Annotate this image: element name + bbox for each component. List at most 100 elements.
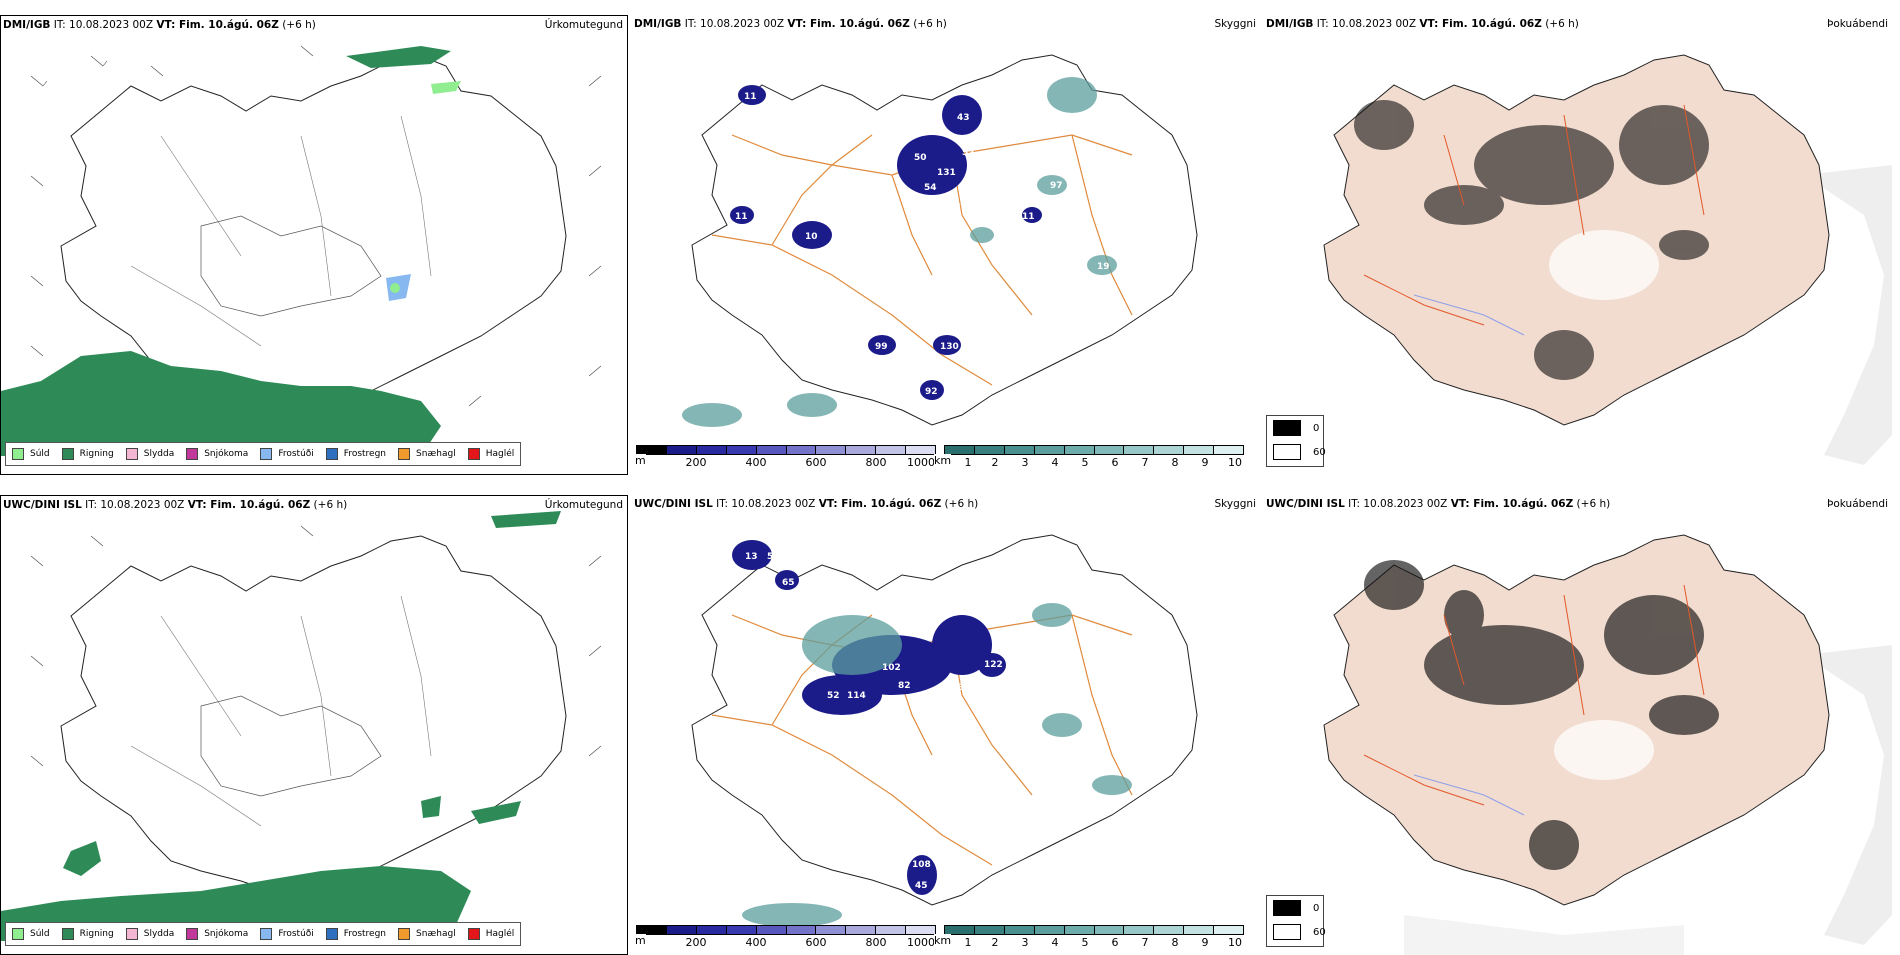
legend-swatch	[325, 448, 338, 460]
panel-title: UWC/DINI ISL IT: 10.08.2023 00Z VT: Fim.…	[634, 498, 979, 510]
ceiling-map: 11 11 10 43 127 54 50 52 11 131 131 97 1…	[682, 54, 1198, 427]
legend-swatch	[61, 448, 74, 460]
precip-map	[1, 511, 602, 941]
ceiling-label: 54	[924, 183, 937, 193]
iceland-coastline	[60, 535, 567, 907]
precip-legend: Súld Rigning Slydda Snjókoma Frostúði Fr…	[5, 442, 522, 466]
legend-swatch	[125, 448, 138, 460]
panel-title: DMI/IGB IT: 10.08.2023 00Z VT: Fim. 10.á…	[3, 19, 316, 31]
rain-area-south	[1, 351, 441, 461]
unit-label: m	[635, 934, 646, 947]
ceiling-label: 50	[914, 153, 927, 163]
ceiling-label: 10	[805, 232, 818, 242]
low-visibility-areas	[682, 77, 1117, 427]
ceiling-label: 45	[915, 881, 928, 891]
unit-label: m	[635, 454, 646, 467]
ceiling-visibility-panel-row2: 13 55 65 102 52 114 82 133 122 130 108 4…	[632, 495, 1260, 955]
ceiling-visibility-panel-row1: 11 11 10 43 127 54 50 52 11 131 131 97 1…	[632, 15, 1260, 475]
drizzle-area	[431, 81, 461, 94]
legend-item: Snjókoma	[186, 928, 248, 940]
ceiling-label: 65	[782, 578, 795, 588]
panel-parameter: Skyggni	[1214, 18, 1257, 30]
ceiling-label: 11	[744, 92, 757, 102]
ceiling-value-labels: 13 55 65 102 52 114 82 133 122 130 108 4…	[745, 552, 1003, 891]
ceiling-label: 122	[984, 660, 1003, 670]
ceiling-map: 13 55 65 102 52 114 82 133 122 130 108 4…	[691, 534, 1198, 927]
legend-swatch	[12, 448, 24, 460]
fog-legend: 0 60	[1266, 895, 1326, 947]
ceiling-label: 131	[937, 168, 956, 178]
legend-item: Rigning	[61, 928, 114, 940]
iceland-coastline	[691, 534, 1198, 906]
ceiling-label: 111	[1077, 123, 1096, 133]
ceiling-label: 108	[912, 860, 931, 870]
visibility-colorbar: 1 2 3 4 5 6 7 8 9 10 km	[934, 445, 1244, 469]
legend-swatch	[61, 928, 74, 940]
ceiling-label: 11	[735, 212, 748, 222]
panel-title: DMI/IGB IT: 10.08.2023 00Z VT: Fim. 10.á…	[1266, 18, 1579, 30]
panel-parameter: Þokuábendi	[1827, 18, 1888, 30]
legend-swatch	[260, 928, 273, 940]
legend-item: Frostúði	[260, 928, 314, 940]
legend-item: Frostregn	[325, 448, 386, 460]
fog-indicator-panel-row1: DMI/IGB IT: 10.08.2023 00Z VT: Fim. 10.á…	[1264, 15, 1892, 475]
legend-swatch	[398, 448, 411, 460]
legend-swatch	[186, 928, 199, 940]
legend-item: Haglél	[467, 448, 514, 460]
legend-item: Súld	[12, 928, 50, 940]
ceiling-label: 19	[1097, 262, 1110, 272]
unit-label: km	[934, 454, 952, 467]
rain-area-north	[346, 46, 451, 68]
ceiling-label: 102	[882, 663, 901, 673]
panel-parameter: Þokuábendi	[1827, 498, 1888, 510]
ceiling-label: 11	[1022, 212, 1035, 222]
unit-label: km	[934, 934, 952, 947]
legend-item: Slydda	[125, 448, 174, 460]
legend-item: Súld	[12, 448, 50, 460]
ceiling-label: 133	[952, 683, 971, 693]
ceiling-label: 97	[1050, 181, 1063, 191]
ceiling-label: 114	[847, 691, 866, 701]
low-ceiling-areas	[730, 85, 1042, 400]
ceiling-label: 43	[957, 113, 970, 123]
ceiling-label: 130	[912, 706, 931, 716]
legend-swatch	[398, 928, 411, 940]
ceiling-label: 130	[940, 342, 959, 352]
legend-swatch	[12, 928, 24, 940]
ceiling-label: 99	[875, 342, 888, 352]
panel-parameter: Úrkomutegund	[544, 19, 623, 31]
visibility-colorbar: 1 2 3 4 5 6 7 8 9 10 km	[934, 925, 1244, 949]
panel-title: DMI/IGB IT: 10.08.2023 00Z VT: Fim. 10.á…	[634, 18, 947, 30]
panel-title: UWC/DINI ISL IT: 10.08.2023 00Z VT: Fim.…	[1266, 498, 1611, 510]
legend-item: Frostúði	[260, 448, 314, 460]
low-visibility-areas	[742, 603, 1132, 927]
ceiling-label: 82	[898, 681, 911, 691]
ceiling-label: 131	[942, 198, 961, 208]
legend-item: Frostregn	[325, 928, 386, 940]
precip-map	[1, 45, 602, 461]
fog-legend: 0 60	[1266, 415, 1326, 467]
ceiling-label: 92	[925, 387, 938, 397]
legend-swatch	[260, 448, 273, 460]
ceiling-value-labels: 11 11 10 43 127 54 50 52 11 131 131 97 1…	[735, 92, 1110, 397]
ceiling-colorbar: 02004006008001000 m	[635, 445, 936, 469]
panel-parameter: Skyggni	[1214, 498, 1257, 510]
legend-swatch	[186, 448, 199, 460]
fog-map	[1323, 54, 1892, 465]
iceland-coastline	[691, 54, 1198, 426]
fog-areas	[1354, 100, 1709, 380]
ceiling-label: 127	[872, 128, 891, 138]
legend-item: Snæhagl	[398, 928, 456, 940]
panel-parameter: Úrkomutegund	[544, 499, 623, 511]
legend-item: Haglél	[467, 928, 514, 940]
ceiling-label: 52	[827, 691, 840, 701]
precip-type-panel-row1: DMI/IGB IT: 10.08.2023 00Z VT: Fim. 10.á…	[0, 15, 628, 475]
precip-legend: Súld Rigning Slydda Snjókoma Frostúði Fr…	[5, 922, 522, 946]
ceiling-colorbar: 02004006008001000 m	[635, 925, 936, 949]
legend-swatch	[467, 448, 480, 460]
low-ceiling-areas	[732, 540, 1006, 895]
legend-item: Snjókoma	[186, 448, 248, 460]
ceiling-label: 55	[767, 552, 780, 562]
fog-indicator-panel-row2: UWC/DINI ISL IT: 10.08.2023 00Z VT: Fim.…	[1264, 495, 1892, 955]
legend-item: Slydda	[125, 928, 174, 940]
